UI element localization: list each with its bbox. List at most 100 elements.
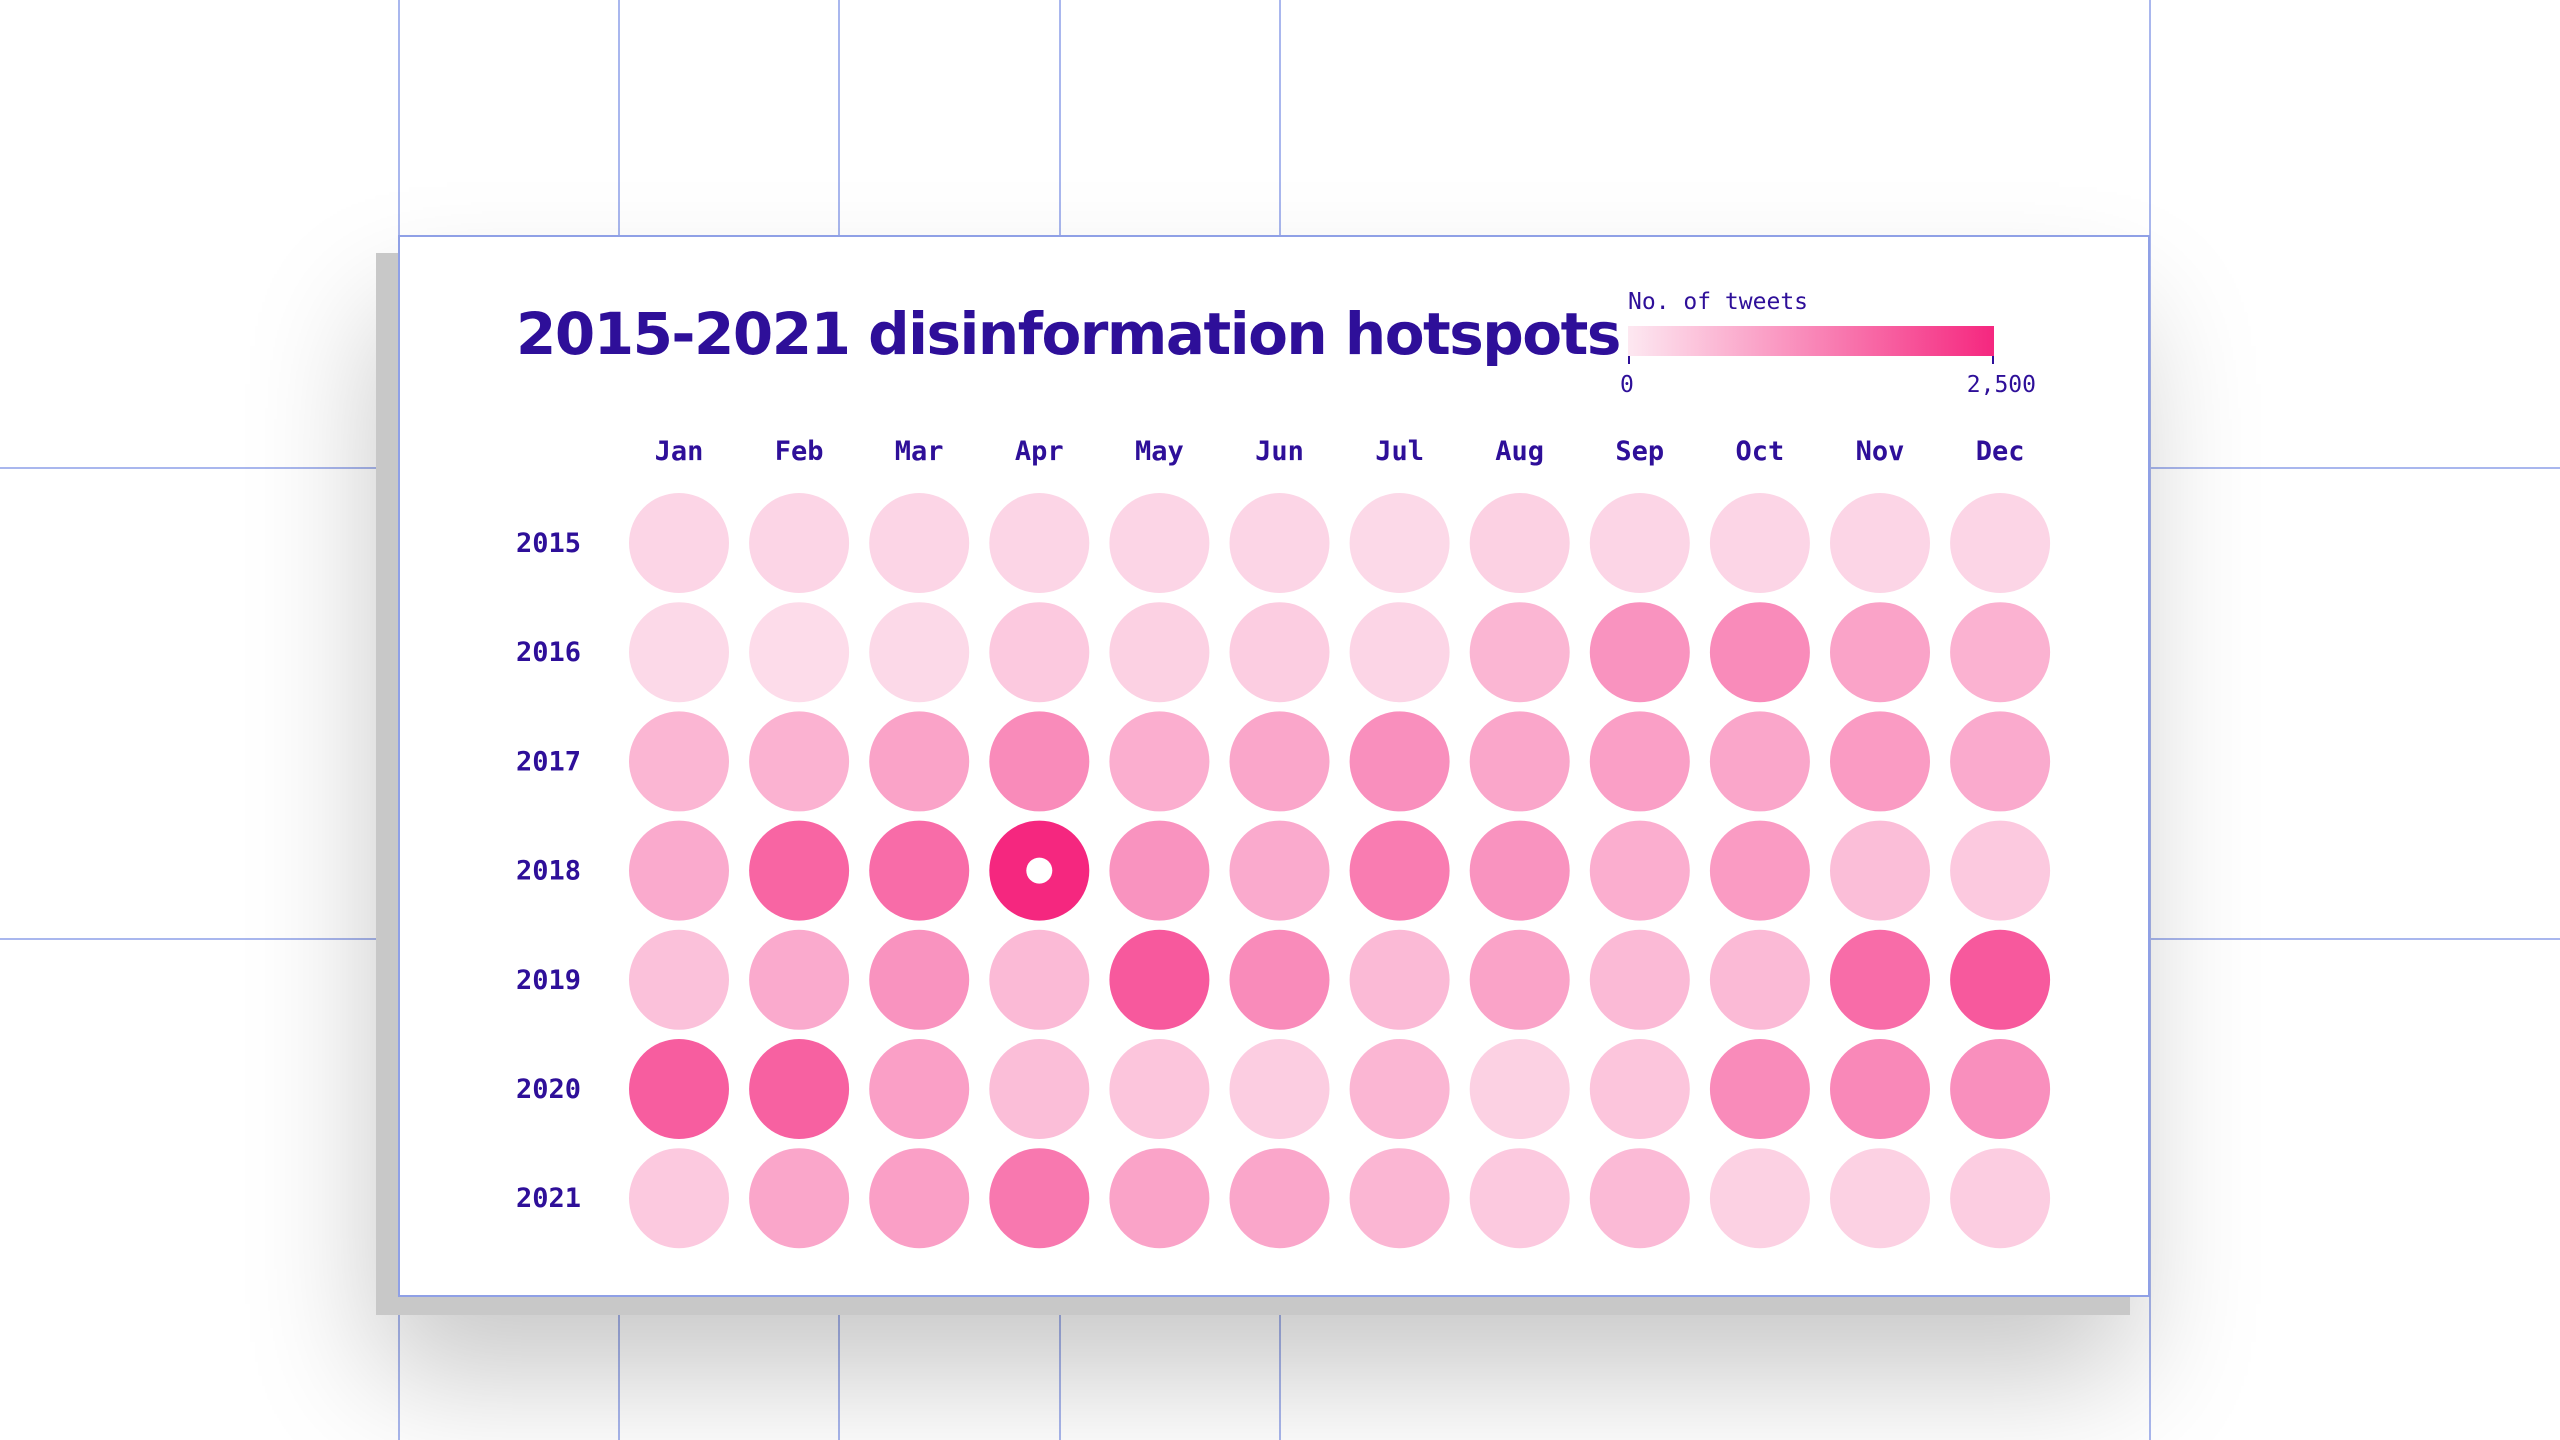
cell-2020-sep[interactable] (1589, 1039, 1690, 1139)
cell-2020-dec[interactable] (1950, 1039, 2051, 1139)
cell-2020-may[interactable] (1109, 1039, 1210, 1139)
cell-2019-dec[interactable] (1950, 929, 2051, 1030)
cell-2015-jul[interactable] (1349, 493, 1450, 593)
cell-2020-mar[interactable] (869, 1039, 970, 1139)
cell-2017-may[interactable] (1109, 711, 1210, 812)
cell-2017-oct[interactable] (1709, 711, 1810, 812)
cell-2021-dec[interactable] (1950, 1148, 2051, 1249)
legend-min-label: 0 (1620, 372, 1634, 398)
cell-2016-oct[interactable] (1709, 602, 1810, 703)
cell-2019-jun[interactable] (1229, 929, 1330, 1030)
cell-2021-mar[interactable] (869, 1148, 970, 1249)
cell-2019-jan[interactable] (629, 929, 729, 1030)
month-labels: Jan Feb Mar Apr May Jun Jul Aug Sep Oct Nov Dec (655, 436, 2025, 467)
cell-2019-feb[interactable] (749, 929, 850, 1030)
cell-2018-mar[interactable] (869, 820, 970, 921)
cell-2017-aug[interactable] (1469, 711, 1570, 812)
cell-2019-jul[interactable] (1349, 929, 1450, 1030)
cell-2015-mar[interactable] (869, 493, 970, 593)
cell-2016-apr[interactable] (989, 602, 1090, 703)
cell-2018-dec[interactable] (1950, 820, 2051, 921)
cell-2021-feb[interactable] (749, 1148, 850, 1249)
cell-2019-may[interactable] (1109, 929, 1210, 1030)
month-label-may: May (1135, 436, 1184, 467)
cell-2017-jun[interactable] (1229, 711, 1330, 812)
month-label-jan: Jan (655, 436, 704, 467)
cell-2020-feb[interactable] (749, 1039, 850, 1139)
cell-2018-oct[interactable] (1709, 820, 1810, 921)
cell-2017-nov[interactable] (1830, 711, 1930, 812)
cell-2020-jun[interactable] (1229, 1039, 1330, 1139)
cell-2018-jun[interactable] (1229, 820, 1330, 921)
month-label-feb: Feb (775, 436, 824, 467)
cell-2020-nov[interactable] (1830, 1039, 1930, 1139)
cell-2021-jun[interactable] (1229, 1148, 1330, 1249)
month-label-sep: Sep (1615, 436, 1664, 467)
cell-2017-feb[interactable] (749, 711, 850, 812)
cell-2016-feb[interactable] (749, 602, 850, 703)
legend: No. of tweets 0 2,500 (1620, 289, 2036, 398)
cell-2018-nov[interactable] (1830, 820, 1930, 921)
cell-2020-jul[interactable] (1349, 1039, 1450, 1139)
cell-2015-jun[interactable] (1229, 493, 1330, 593)
cell-2021-sep[interactable] (1589, 1148, 1690, 1249)
cell-2016-may[interactable] (1109, 602, 1210, 703)
cell-2021-jul[interactable] (1349, 1148, 1450, 1249)
month-label-jul: Jul (1375, 436, 1424, 467)
cell-2016-nov[interactable] (1830, 602, 1930, 703)
grid-line (2149, 0, 2151, 1440)
chart-card: 2015-2021 disinformation hotspots No. of… (398, 235, 2150, 1297)
cell-2018-jul[interactable] (1349, 820, 1450, 921)
month-label-jun: Jun (1255, 436, 1304, 467)
cell-2020-oct[interactable] (1709, 1039, 1810, 1139)
cell-2018-feb[interactable] (749, 820, 850, 921)
cell-2018-may[interactable] (1109, 820, 1210, 921)
cell-2018-aug[interactable] (1469, 820, 1570, 921)
cell-2021-may[interactable] (1109, 1148, 1210, 1249)
cell-2020-jan[interactable] (629, 1039, 729, 1139)
cell-2021-apr[interactable] (989, 1148, 1090, 1249)
cell-2016-jul[interactable] (1349, 602, 1450, 703)
year-label-2016: 2016 (516, 637, 581, 668)
heatmap-cells (629, 493, 2051, 1249)
cell-2021-jan[interactable] (629, 1148, 729, 1249)
month-label-oct: Oct (1736, 436, 1785, 467)
cell-2021-nov[interactable] (1830, 1148, 1930, 1249)
cell-2019-oct[interactable] (1709, 929, 1810, 1030)
cell-2017-sep[interactable] (1589, 711, 1690, 812)
cell-2015-sep[interactable] (1589, 493, 1690, 593)
cell-2015-nov[interactable] (1830, 493, 1930, 593)
year-label-2019: 2019 (516, 965, 581, 996)
cell-2019-sep[interactable] (1589, 929, 1690, 1030)
cell-2018-sep[interactable] (1589, 820, 1690, 921)
cell-2017-jan[interactable] (629, 711, 729, 812)
year-label-2021: 2021 (516, 1183, 581, 1214)
cell-2021-aug[interactable] (1469, 1148, 1570, 1249)
cell-2019-aug[interactable] (1469, 929, 1570, 1030)
cell-2016-sep[interactable] (1589, 602, 1690, 703)
cell-2019-nov[interactable] (1830, 929, 1930, 1030)
cell-2017-mar[interactable] (869, 711, 970, 812)
cell-2015-dec[interactable] (1950, 493, 2051, 593)
cell-2020-aug[interactable] (1469, 1039, 1570, 1139)
cell-2019-apr[interactable] (989, 929, 1090, 1030)
cell-2015-jan[interactable] (629, 493, 729, 593)
cell-2016-aug[interactable] (1469, 602, 1570, 703)
cell-2018-jan[interactable] (629, 820, 729, 921)
cell-2015-feb[interactable] (749, 493, 850, 593)
cell-2016-mar[interactable] (869, 602, 970, 703)
cell-2016-jun[interactable] (1229, 602, 1330, 703)
month-label-apr: Apr (1015, 436, 1064, 467)
cell-2020-apr[interactable] (989, 1039, 1090, 1139)
cell-2017-jul[interactable] (1349, 711, 1450, 812)
cell-2015-aug[interactable] (1469, 493, 1570, 593)
cell-2017-dec[interactable] (1950, 711, 2051, 812)
cell-2021-oct[interactable] (1709, 1148, 1810, 1249)
cell-2015-apr[interactable] (989, 493, 1090, 593)
cell-2016-jan[interactable] (629, 602, 729, 703)
cell-2017-apr[interactable] (989, 711, 1090, 812)
cell-2015-oct[interactable] (1709, 493, 1810, 593)
cell-2015-may[interactable] (1109, 493, 1210, 593)
cell-2019-mar[interactable] (869, 929, 970, 1030)
cell-2016-dec[interactable] (1950, 602, 2051, 703)
